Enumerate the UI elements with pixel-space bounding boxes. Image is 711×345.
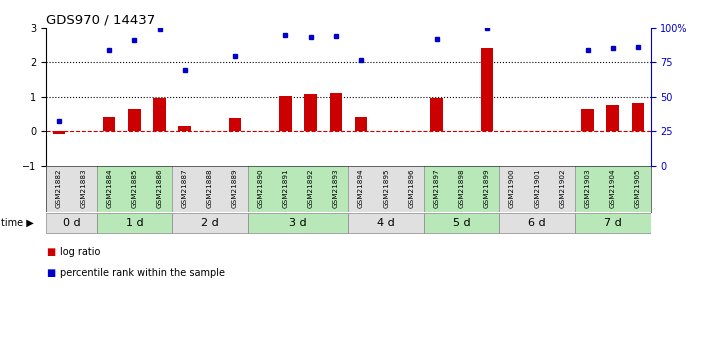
- Bar: [575, 166, 651, 211]
- FancyBboxPatch shape: [575, 213, 651, 234]
- Text: 1 d: 1 d: [126, 218, 143, 228]
- Bar: [606, 105, 619, 131]
- Text: GSM21885: GSM21885: [132, 168, 137, 208]
- Text: GSM21891: GSM21891: [282, 168, 289, 208]
- Bar: [481, 48, 493, 131]
- Bar: [46, 166, 97, 211]
- Text: 4 d: 4 d: [378, 218, 395, 228]
- FancyBboxPatch shape: [499, 213, 575, 234]
- FancyBboxPatch shape: [348, 213, 424, 234]
- Bar: [97, 166, 172, 211]
- Text: GSM21892: GSM21892: [308, 168, 314, 208]
- Text: 7 d: 7 d: [604, 218, 621, 228]
- Text: ■: ■: [46, 268, 55, 277]
- Text: GSM21895: GSM21895: [383, 168, 389, 208]
- Bar: [178, 126, 191, 131]
- Text: GSM21886: GSM21886: [156, 168, 163, 208]
- FancyBboxPatch shape: [424, 213, 499, 234]
- Text: 2 d: 2 d: [201, 218, 219, 228]
- Bar: [172, 28, 247, 166]
- Bar: [46, 28, 97, 166]
- Bar: [103, 117, 115, 131]
- FancyBboxPatch shape: [46, 213, 97, 234]
- Text: GSM21899: GSM21899: [484, 168, 490, 208]
- Bar: [430, 98, 443, 131]
- Text: GSM21900: GSM21900: [509, 168, 515, 208]
- Bar: [575, 28, 651, 166]
- Text: ■: ■: [46, 247, 55, 257]
- Text: GSM21882: GSM21882: [55, 168, 62, 208]
- Bar: [53, 131, 65, 134]
- Text: 3 d: 3 d: [289, 218, 307, 228]
- Bar: [329, 93, 342, 131]
- Text: 0 d: 0 d: [63, 218, 80, 228]
- Bar: [424, 166, 499, 211]
- Bar: [582, 109, 594, 131]
- Text: GSM21896: GSM21896: [408, 168, 415, 208]
- Bar: [229, 118, 241, 131]
- FancyBboxPatch shape: [97, 213, 172, 234]
- Bar: [154, 98, 166, 131]
- Text: GSM21901: GSM21901: [534, 168, 540, 208]
- Text: percentile rank within the sample: percentile rank within the sample: [60, 268, 225, 277]
- Text: GSM21905: GSM21905: [635, 168, 641, 208]
- Bar: [304, 94, 317, 131]
- Bar: [172, 166, 247, 211]
- Text: GDS970 / 14437: GDS970 / 14437: [46, 13, 156, 27]
- Bar: [247, 166, 348, 211]
- Bar: [128, 109, 141, 131]
- Text: 5 d: 5 d: [453, 218, 471, 228]
- Bar: [348, 166, 424, 211]
- Bar: [424, 28, 499, 166]
- Text: GSM21889: GSM21889: [232, 168, 238, 208]
- Text: GSM21902: GSM21902: [560, 168, 565, 208]
- Text: GSM21887: GSM21887: [182, 168, 188, 208]
- Bar: [279, 96, 292, 131]
- Bar: [355, 117, 368, 131]
- Bar: [499, 28, 575, 166]
- Text: GSM21884: GSM21884: [106, 168, 112, 208]
- Text: GSM21898: GSM21898: [459, 168, 465, 208]
- Text: log ratio: log ratio: [60, 247, 101, 257]
- Text: GSM21883: GSM21883: [81, 168, 87, 208]
- Text: GSM21888: GSM21888: [207, 168, 213, 208]
- Text: GSM21893: GSM21893: [333, 168, 339, 208]
- Text: GSM21894: GSM21894: [358, 168, 364, 208]
- Text: GSM21904: GSM21904: [610, 168, 616, 208]
- Bar: [348, 28, 424, 166]
- Bar: [631, 104, 644, 131]
- Text: GSM21897: GSM21897: [434, 168, 439, 208]
- Bar: [247, 28, 348, 166]
- Bar: [499, 166, 575, 211]
- FancyBboxPatch shape: [247, 213, 348, 234]
- Text: 6 d: 6 d: [528, 218, 546, 228]
- Bar: [97, 28, 172, 166]
- FancyBboxPatch shape: [172, 213, 247, 234]
- Text: GSM21890: GSM21890: [257, 168, 263, 208]
- Text: GSM21903: GSM21903: [584, 168, 591, 208]
- Text: time ▶: time ▶: [1, 218, 33, 228]
